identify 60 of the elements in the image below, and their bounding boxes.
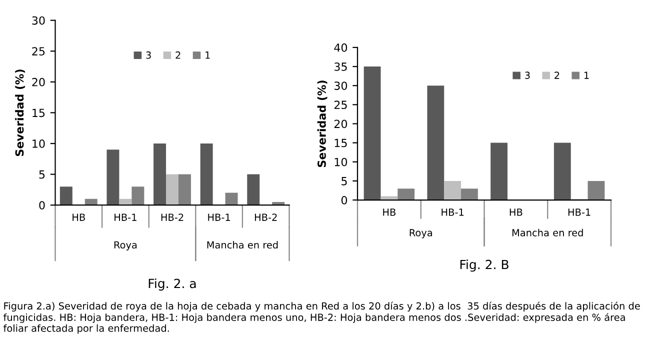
text: Figura 2.a) Severidad de roya de la hoja de cebada y mancha en Red a los 20 días y 2.b) a los 35 días después de la aplicación de fungicidas. HB: Hoja bandera, HB-1: Hoja bandera menos uno, HB-2: Hoja bandera menos dos .Severidad: expresada en % área foliar afectada por la enfermedad. xyxy=(3,302,640,334)
bar xyxy=(106,150,120,206)
y-tick-label: 35 xyxy=(334,62,347,71)
y-tick-label: 30 xyxy=(334,82,348,90)
x-tick-label: HB-1 xyxy=(114,214,136,221)
y-tick-label: 15 xyxy=(334,138,347,148)
y-tick-label: 40 xyxy=(334,43,348,52)
bar xyxy=(60,186,72,206)
bar xyxy=(200,144,213,206)
bar xyxy=(588,180,605,200)
y-axis-title: Severidad (%) xyxy=(15,70,25,156)
bar xyxy=(398,188,415,200)
y-tick-label: 15 xyxy=(32,108,45,118)
x-tick-label: HB-1 xyxy=(208,214,230,221)
legend-label: 3 xyxy=(146,51,151,59)
bar xyxy=(490,142,508,200)
text: Mancha en red xyxy=(207,241,278,249)
x-axis-title: Fig. 2. a xyxy=(148,278,196,291)
legend-label: 1 xyxy=(206,52,210,59)
x-tick-label: HB xyxy=(383,208,396,216)
x-tick-label: HB xyxy=(72,214,85,221)
text: Mancha en red xyxy=(512,228,583,236)
x-tick-label: HB-2 xyxy=(161,214,184,221)
y-axis-title: Severidad (%) xyxy=(317,80,328,168)
text: Roya xyxy=(114,241,137,250)
text: Roya xyxy=(410,229,432,238)
bar xyxy=(119,198,132,206)
y-tick-label: 25 xyxy=(334,100,347,110)
y-tick-label: 20 xyxy=(334,120,348,128)
bar xyxy=(427,86,444,200)
y-tick-label: 20 xyxy=(32,78,45,86)
y-tick-label: 0 xyxy=(39,201,45,210)
bar xyxy=(444,180,462,200)
bar xyxy=(554,142,571,200)
bar xyxy=(380,196,398,200)
x-axis-title: Fig. 2. B xyxy=(460,260,508,272)
legend-label: 1 xyxy=(584,72,589,79)
x-tick-label: HB xyxy=(510,208,522,216)
y-tick-label: 10 xyxy=(32,139,45,148)
bar xyxy=(461,188,478,200)
bar xyxy=(247,174,260,206)
x-tick-label: HB-1 xyxy=(568,208,590,216)
x-tick-label: HB-1 xyxy=(442,208,464,216)
bar xyxy=(84,198,98,206)
legend-label: 2 xyxy=(176,51,180,59)
x-tick-label: HB-2 xyxy=(254,214,277,221)
legend-label: 3 xyxy=(525,72,530,79)
bar xyxy=(154,144,166,206)
y-tick-label: 5 xyxy=(39,170,45,179)
bar xyxy=(225,192,238,206)
y-tick-label: 10 xyxy=(334,158,348,166)
y-tick-label: 0 xyxy=(341,196,348,204)
legend-label: 2 xyxy=(554,72,560,79)
y-tick-label: 30 xyxy=(32,16,45,25)
bar xyxy=(132,186,144,206)
y-tick-label: 25 xyxy=(32,47,45,56)
y-tick-label: 5 xyxy=(342,177,347,186)
bar xyxy=(166,174,178,206)
bar xyxy=(364,66,381,200)
bar xyxy=(178,174,191,206)
